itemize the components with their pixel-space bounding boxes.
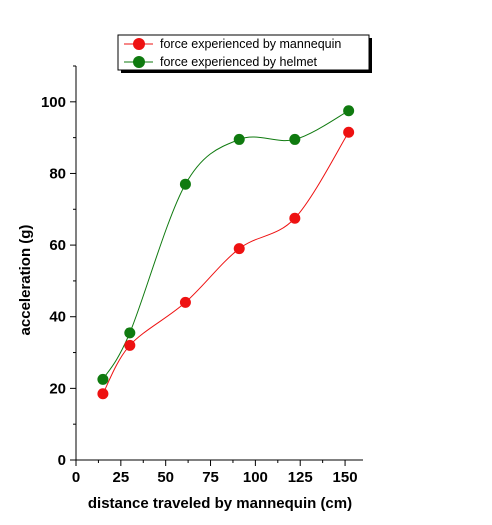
legend-box bbox=[117, 34, 370, 71]
tick-labels: 0 25 50 75 100 125 150 0 20 40 60 80 100 bbox=[41, 94, 358, 486]
x-tick-label: 25 bbox=[113, 469, 130, 486]
legend-label-mannequin: force experienced by mannequin bbox=[160, 37, 341, 51]
legend-marker-mannequin bbox=[133, 38, 145, 50]
x-tick-label: 50 bbox=[157, 469, 174, 486]
series-curves bbox=[102, 110, 350, 394]
x-tick-label: 125 bbox=[288, 469, 313, 486]
data-point-series-1 bbox=[179, 178, 191, 190]
y-axis-title: acceleration (g) bbox=[17, 225, 34, 336]
data-point-series-0 bbox=[289, 212, 301, 224]
data-point-series-0 bbox=[179, 296, 191, 308]
data-point-series-1 bbox=[343, 105, 355, 117]
axes bbox=[70, 65, 363, 466]
y-tick-label: 60 bbox=[49, 237, 66, 254]
y-tick-label: 100 bbox=[41, 94, 66, 111]
legend-entry-mannequin: force experienced by mannequin bbox=[124, 37, 341, 51]
data-point-series-1 bbox=[97, 373, 109, 385]
legend: force experienced by mannequin force exp… bbox=[117, 34, 372, 73]
data-point-series-1 bbox=[124, 327, 136, 339]
y-tick-label: 0 bbox=[58, 452, 66, 469]
data-point-series-0 bbox=[97, 388, 109, 400]
data-point-series-0 bbox=[343, 126, 355, 138]
legend-entry-helmet: force experienced by helmet bbox=[124, 55, 318, 69]
x-tick-label: 75 bbox=[202, 469, 219, 486]
y-tick-label: 20 bbox=[49, 380, 66, 397]
data-point-series-1 bbox=[233, 133, 245, 145]
data-point-series-0 bbox=[233, 243, 245, 255]
x-tick-label: 100 bbox=[243, 469, 268, 486]
y-tick-label: 40 bbox=[49, 309, 66, 326]
legend-label-helmet: force experienced by helmet bbox=[160, 55, 318, 69]
data-point-series-1 bbox=[289, 133, 301, 145]
series-points bbox=[97, 105, 355, 400]
series-line-0 bbox=[102, 131, 350, 394]
x-tick-label: 150 bbox=[333, 469, 358, 486]
x-tick-label: 0 bbox=[72, 469, 80, 486]
data-point-series-0 bbox=[124, 339, 136, 351]
y-tick-label: 80 bbox=[49, 165, 66, 182]
series-line-1 bbox=[102, 110, 349, 380]
legend-marker-helmet bbox=[133, 56, 145, 68]
x-axis-title: distance traveled by mannequin (cm) bbox=[88, 495, 352, 512]
